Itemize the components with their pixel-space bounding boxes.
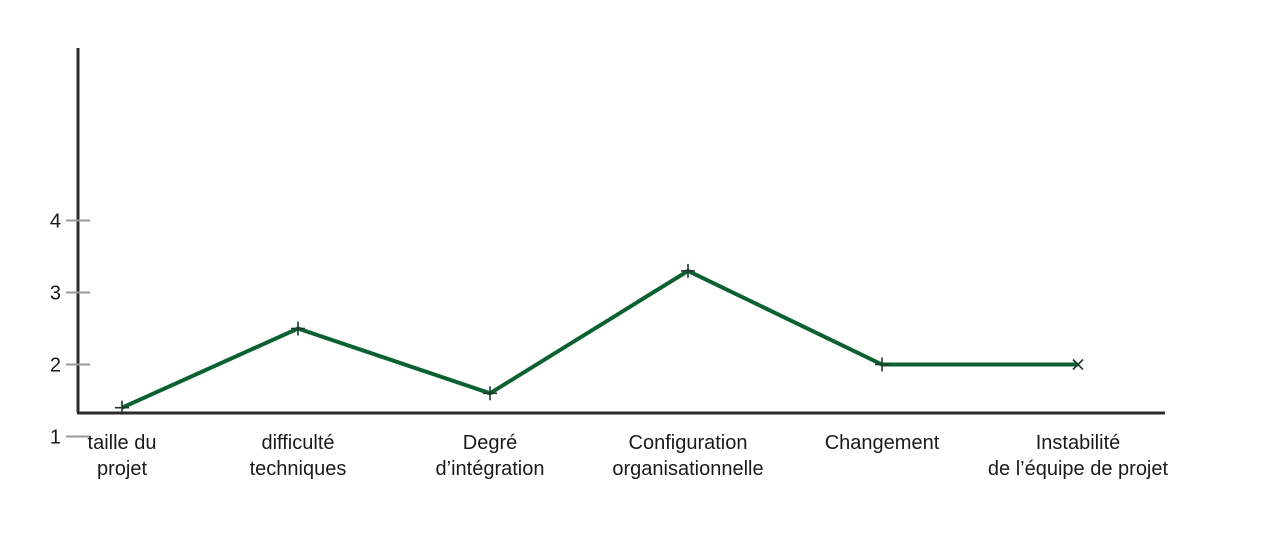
y-tick-label: 2	[50, 355, 61, 377]
x-category-label: Instabilité de l’équipe de projet	[988, 432, 1169, 480]
x-category-label: difficulté techniques	[250, 432, 347, 480]
x-category-label-line: Degré	[463, 432, 517, 454]
series-line	[121, 268, 1078, 410]
y-tick-label: 4	[50, 211, 61, 233]
x-category-label-line: projet	[97, 458, 147, 480]
x-category-label-line: d’intégration	[436, 458, 545, 480]
x-category-label-line: taille du	[88, 432, 157, 454]
x-category-label: taille du projet	[88, 432, 157, 480]
data-point	[1072, 358, 1084, 371]
x-category-label-line: difficulté	[261, 432, 334, 454]
y-tick-label: 3	[50, 283, 61, 305]
data-point	[291, 321, 305, 336]
x-category-label-line: Changement	[825, 432, 940, 454]
x-category-label: Configuration organisationnelle	[612, 432, 763, 480]
y-ticks: 1 2 3 4	[50, 211, 90, 449]
data-point	[483, 386, 497, 401]
x-category-label-line: de l’équipe de projet	[988, 458, 1169, 480]
data-point	[115, 400, 129, 415]
x-category-labels: taille du projet difficulté techniques Degré…	[88, 432, 1169, 480]
x-category-label: Degré d’intégration	[436, 432, 545, 480]
x-category-label-line: organisationnelle	[612, 458, 763, 480]
x-category-label-line: techniques	[250, 458, 347, 480]
x-category-label: Changement	[825, 432, 940, 454]
y-tick-label: 1	[50, 427, 61, 449]
x-category-label-line: Configuration	[629, 432, 748, 454]
data-point	[681, 263, 695, 278]
series	[115, 263, 1084, 415]
axes	[76, 48, 1165, 415]
data-point	[875, 357, 889, 372]
x-category-label-line: Instabilité	[1036, 432, 1121, 454]
